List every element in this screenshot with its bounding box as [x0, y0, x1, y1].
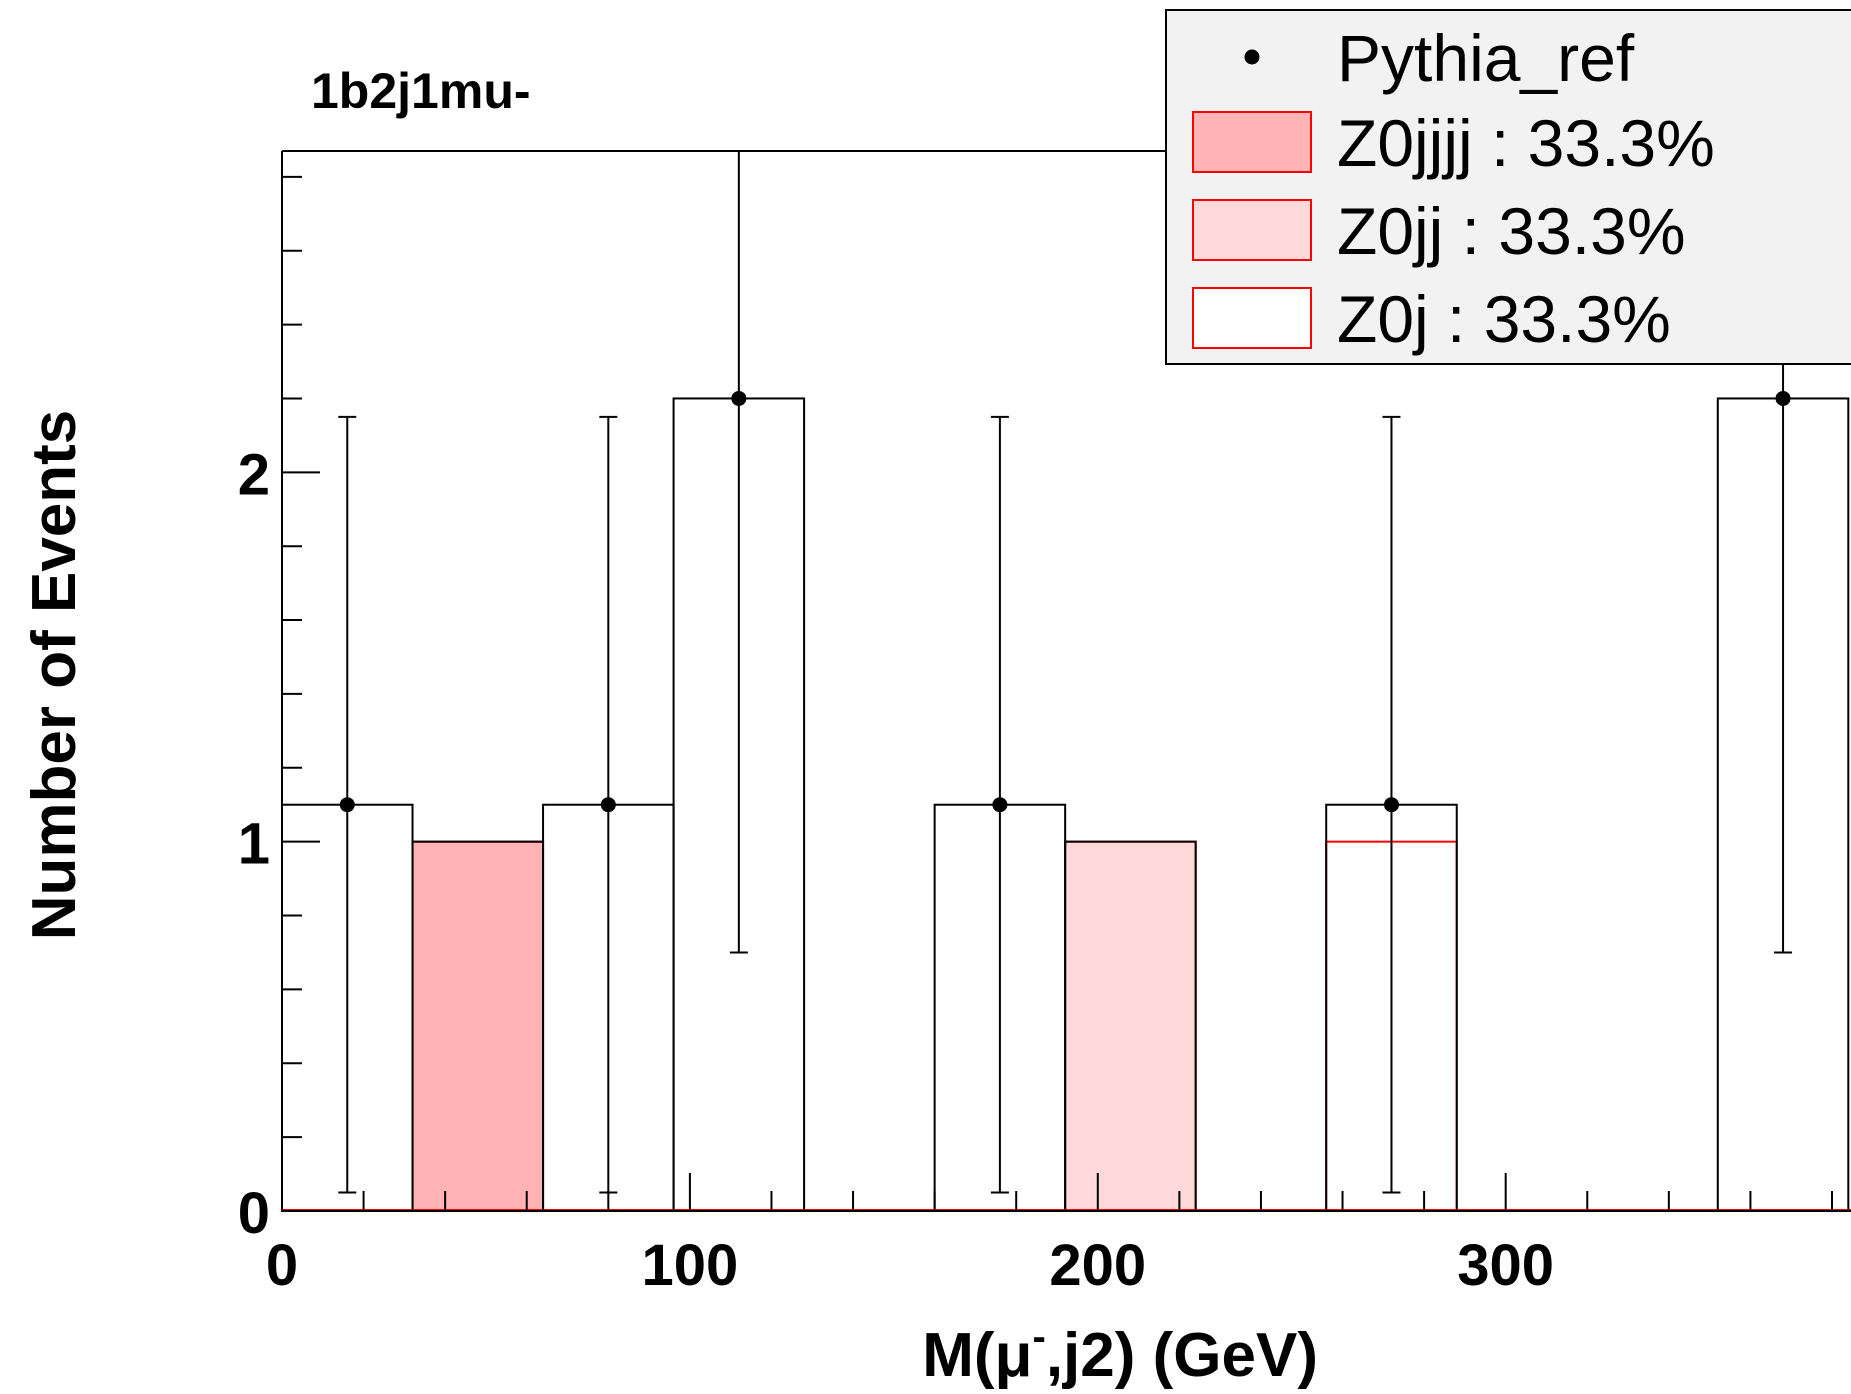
legend-swatch-3 [1192, 199, 1312, 261]
x-axis-label: M(μ-,j2) (GeV) [922, 1315, 1318, 1390]
axes: 0 1 2 0 100 200 300 [238, 175, 1833, 1298]
legend: Pythia_ref Z0jjjj : 33.3% Z0jj : 33.3% Z0j … [1165, 9, 1851, 365]
legend-swatch-2 [1192, 111, 1312, 173]
y-tick-label: 2 [238, 442, 270, 507]
legend-label-4: Z0j : 33.3% [1337, 282, 1671, 356]
stack-bar-2-bin-7 [1064, 840, 1197, 1213]
x-tick-label: 0 [266, 1233, 298, 1298]
x-axis-label-superscript: - [1033, 1315, 1046, 1359]
legend-label-3: Z0jj : 33.3% [1337, 194, 1686, 268]
data-point-1 [339, 797, 355, 813]
legend-swatch-4 [1192, 287, 1312, 349]
data-point-3 [731, 390, 747, 406]
data-point-6 [1775, 390, 1791, 406]
x-tick-label: 100 [642, 1233, 739, 1298]
chart-title: 1b2j1mu- [311, 63, 531, 119]
data-point-4 [992, 797, 1008, 813]
x-axis-label-main: M(μ [922, 1321, 1032, 1390]
legend-marker-1 [1244, 49, 1260, 65]
y-axis-label: Number of Events [20, 410, 89, 941]
legend-label-1: Pythia_ref [1337, 21, 1635, 95]
data-point-2 [600, 797, 616, 813]
x-tick-label: 200 [1049, 1233, 1146, 1298]
y-tick-label: 1 [238, 812, 270, 877]
stack-bar-1-bin-2 [411, 840, 545, 1213]
x-tick-label: 300 [1457, 1233, 1554, 1298]
legend-label-2: Z0jjjj : 33.3% [1337, 106, 1715, 180]
histogram-area [281, 397, 1851, 1213]
y-tick-label: 0 [238, 1181, 270, 1246]
data-point-5 [1383, 797, 1399, 813]
x-axis-label-tail: ,j2) (GeV) [1046, 1321, 1318, 1390]
